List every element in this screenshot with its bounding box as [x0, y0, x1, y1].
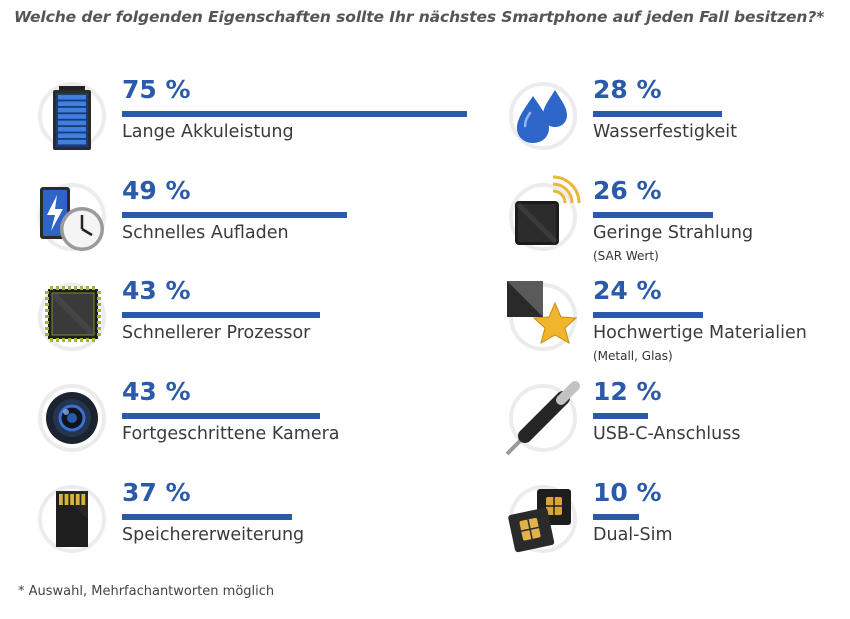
bar	[593, 514, 639, 520]
chart-item: 12 % USB-C-Anschluss	[505, 377, 809, 474]
bar	[122, 111, 467, 117]
value-label: 37 %	[122, 478, 191, 507]
chart-item: 24 % Hochwertige Materialien (Metall, Glas…	[507, 276, 809, 373]
dual-sim-icon	[508, 489, 571, 553]
chart-item: 37 % Speichererweiterung	[38, 478, 488, 575]
category-label: Dual-Sim	[593, 525, 673, 545]
chart-item: 49 % Schnelles Aufladen	[38, 176, 488, 273]
chart-item: 28 % Wasserfestigkeit	[509, 75, 809, 172]
value-label: 43 %	[122, 276, 191, 305]
value-label: 12 %	[593, 377, 662, 406]
category-label: Hochwertige Materialien	[593, 323, 807, 343]
fast-charging-clock-icon	[40, 187, 104, 251]
bar	[593, 212, 713, 218]
bar	[122, 312, 320, 318]
bar	[122, 413, 320, 419]
chart-item: 10 % Dual-Sim	[508, 478, 809, 575]
category-label: Geringe Strahlung	[593, 223, 754, 243]
value-label: 26 %	[593, 176, 662, 205]
category-label: Wasserfestigkeit	[593, 122, 737, 142]
value-label: 10 %	[593, 478, 662, 507]
chart-item: 75 % Lange Akkuleistung	[38, 75, 488, 172]
value-label: 43 %	[122, 377, 191, 406]
chart-item: 26 % Geringe Strahlung (SAR Wert)	[509, 175, 809, 273]
memory-card-icon	[56, 491, 88, 547]
footnote: * Auswahl, Mehrfachantworten möglich	[18, 584, 275, 599]
camera-lens-icon	[46, 392, 98, 444]
bar	[593, 413, 648, 419]
usb-c-cable-icon	[505, 381, 580, 456]
processor-chip-icon	[45, 286, 101, 342]
chart-item: 43 % Schnellerer Prozessor	[38, 276, 488, 373]
value-label: 75 %	[122, 75, 191, 104]
bar	[122, 514, 292, 520]
battery-icon	[53, 86, 91, 150]
category-label: USB-C-Anschluss	[593, 424, 741, 444]
chart-item: 43 % Fortgeschrittene Kamera	[38, 377, 488, 474]
water-drops-icon	[517, 90, 567, 143]
category-label: Fortgeschrittene Kamera	[122, 424, 340, 444]
category-sublabel: (SAR Wert)	[593, 249, 659, 263]
chart-title: Welche der folgenden Eigenschaften sollt…	[14, 8, 825, 26]
category-sublabel: (Metall, Glas)	[593, 349, 673, 363]
value-label: 49 %	[122, 176, 191, 205]
value-label: 24 %	[593, 276, 662, 305]
radiation-signal-icon	[515, 175, 581, 245]
materials-star-icon	[507, 281, 578, 345]
bar	[593, 111, 722, 117]
bar	[122, 212, 347, 218]
category-label: Schnellerer Prozessor	[122, 323, 311, 343]
category-label: Lange Akkuleistung	[122, 122, 294, 142]
bar	[593, 312, 703, 318]
category-label: Speichererweiterung	[122, 525, 305, 545]
category-label: Schnelles Aufladen	[122, 223, 289, 243]
value-label: 28 %	[593, 75, 662, 104]
